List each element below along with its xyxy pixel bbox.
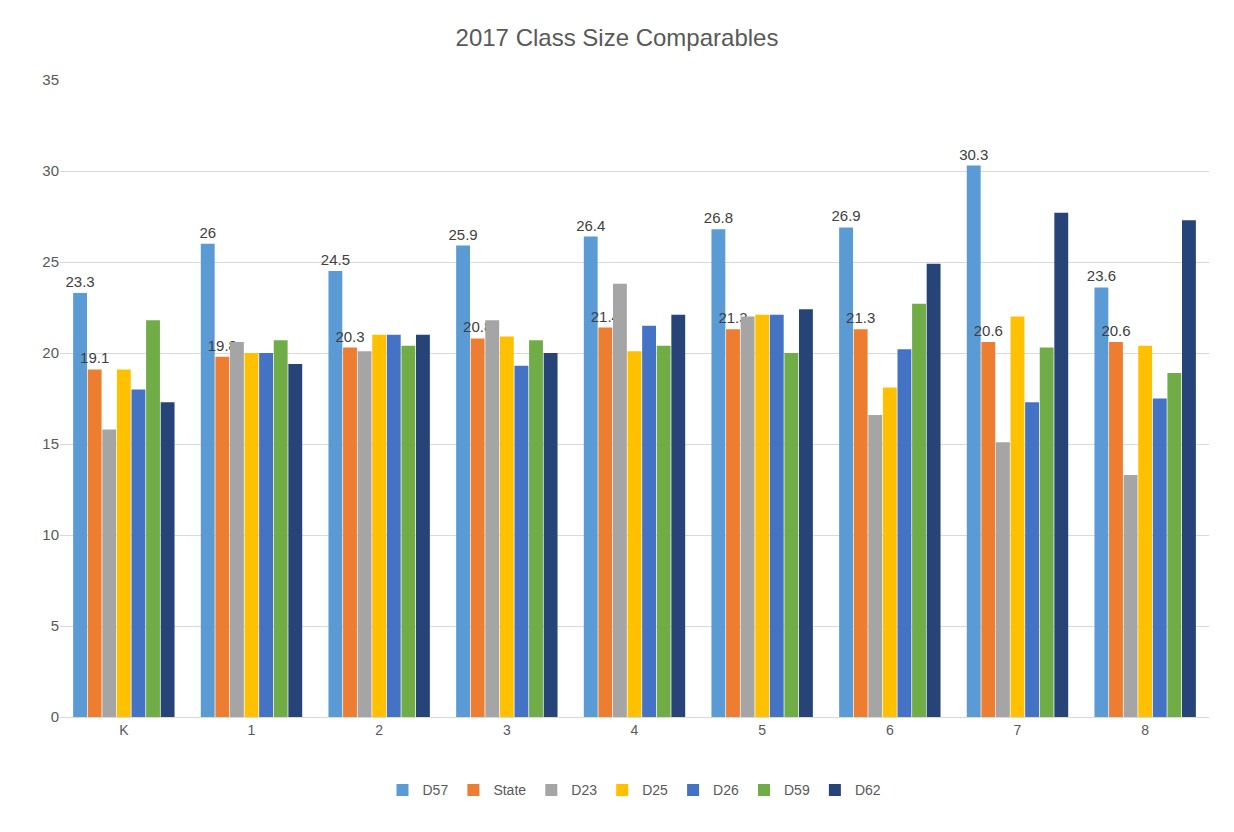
- svg-text:D62: D62: [855, 782, 881, 798]
- svg-text:D23: D23: [571, 782, 597, 798]
- svg-text:D26: D26: [713, 782, 739, 798]
- svg-text:30: 30: [42, 162, 59, 179]
- svg-text:State: State: [493, 782, 526, 798]
- svg-text:20: 20: [42, 344, 59, 361]
- svg-text:D25: D25: [642, 782, 668, 798]
- svg-text:6: 6: [886, 722, 894, 738]
- svg-text:20.3: 20.3: [335, 328, 364, 345]
- svg-text:20.6: 20.6: [974, 322, 1003, 339]
- svg-text:7: 7: [1014, 722, 1022, 738]
- svg-text:26.9: 26.9: [831, 207, 860, 224]
- svg-text:24.5: 24.5: [321, 251, 350, 268]
- svg-text:D57: D57: [423, 782, 449, 798]
- svg-text:K: K: [119, 722, 129, 738]
- svg-text:23.3: 23.3: [65, 273, 94, 290]
- svg-text:0: 0: [51, 708, 59, 725]
- svg-text:5: 5: [51, 617, 59, 634]
- svg-text:30.3: 30.3: [959, 146, 988, 163]
- svg-text:19.8: 19.8: [208, 337, 237, 354]
- svg-text:21.4: 21.4: [591, 308, 620, 325]
- svg-text:2017 Class Size Comparables: 2017 Class Size Comparables: [456, 24, 779, 51]
- svg-text:26: 26: [199, 224, 216, 241]
- svg-text:2: 2: [375, 722, 383, 738]
- svg-text:23.6: 23.6: [1087, 267, 1116, 284]
- svg-text:3: 3: [503, 722, 511, 738]
- svg-text:5: 5: [758, 722, 766, 738]
- svg-text:D59: D59: [784, 782, 810, 798]
- svg-text:25.9: 25.9: [448, 226, 477, 243]
- svg-text:19.1: 19.1: [80, 349, 109, 366]
- svg-text:15: 15: [42, 435, 59, 452]
- svg-text:26.4: 26.4: [576, 217, 605, 234]
- svg-text:35: 35: [42, 71, 59, 88]
- svg-text:8: 8: [1141, 722, 1149, 738]
- svg-text:1: 1: [248, 722, 256, 738]
- svg-text:25: 25: [42, 253, 59, 270]
- svg-text:26.8: 26.8: [704, 209, 733, 226]
- svg-text:20.6: 20.6: [1101, 322, 1130, 339]
- svg-text:21.3: 21.3: [718, 309, 747, 326]
- svg-text:21.3: 21.3: [846, 309, 875, 326]
- svg-text:20.8: 20.8: [463, 318, 492, 335]
- svg-text:10: 10: [42, 526, 59, 543]
- svg-text:4: 4: [631, 722, 639, 738]
